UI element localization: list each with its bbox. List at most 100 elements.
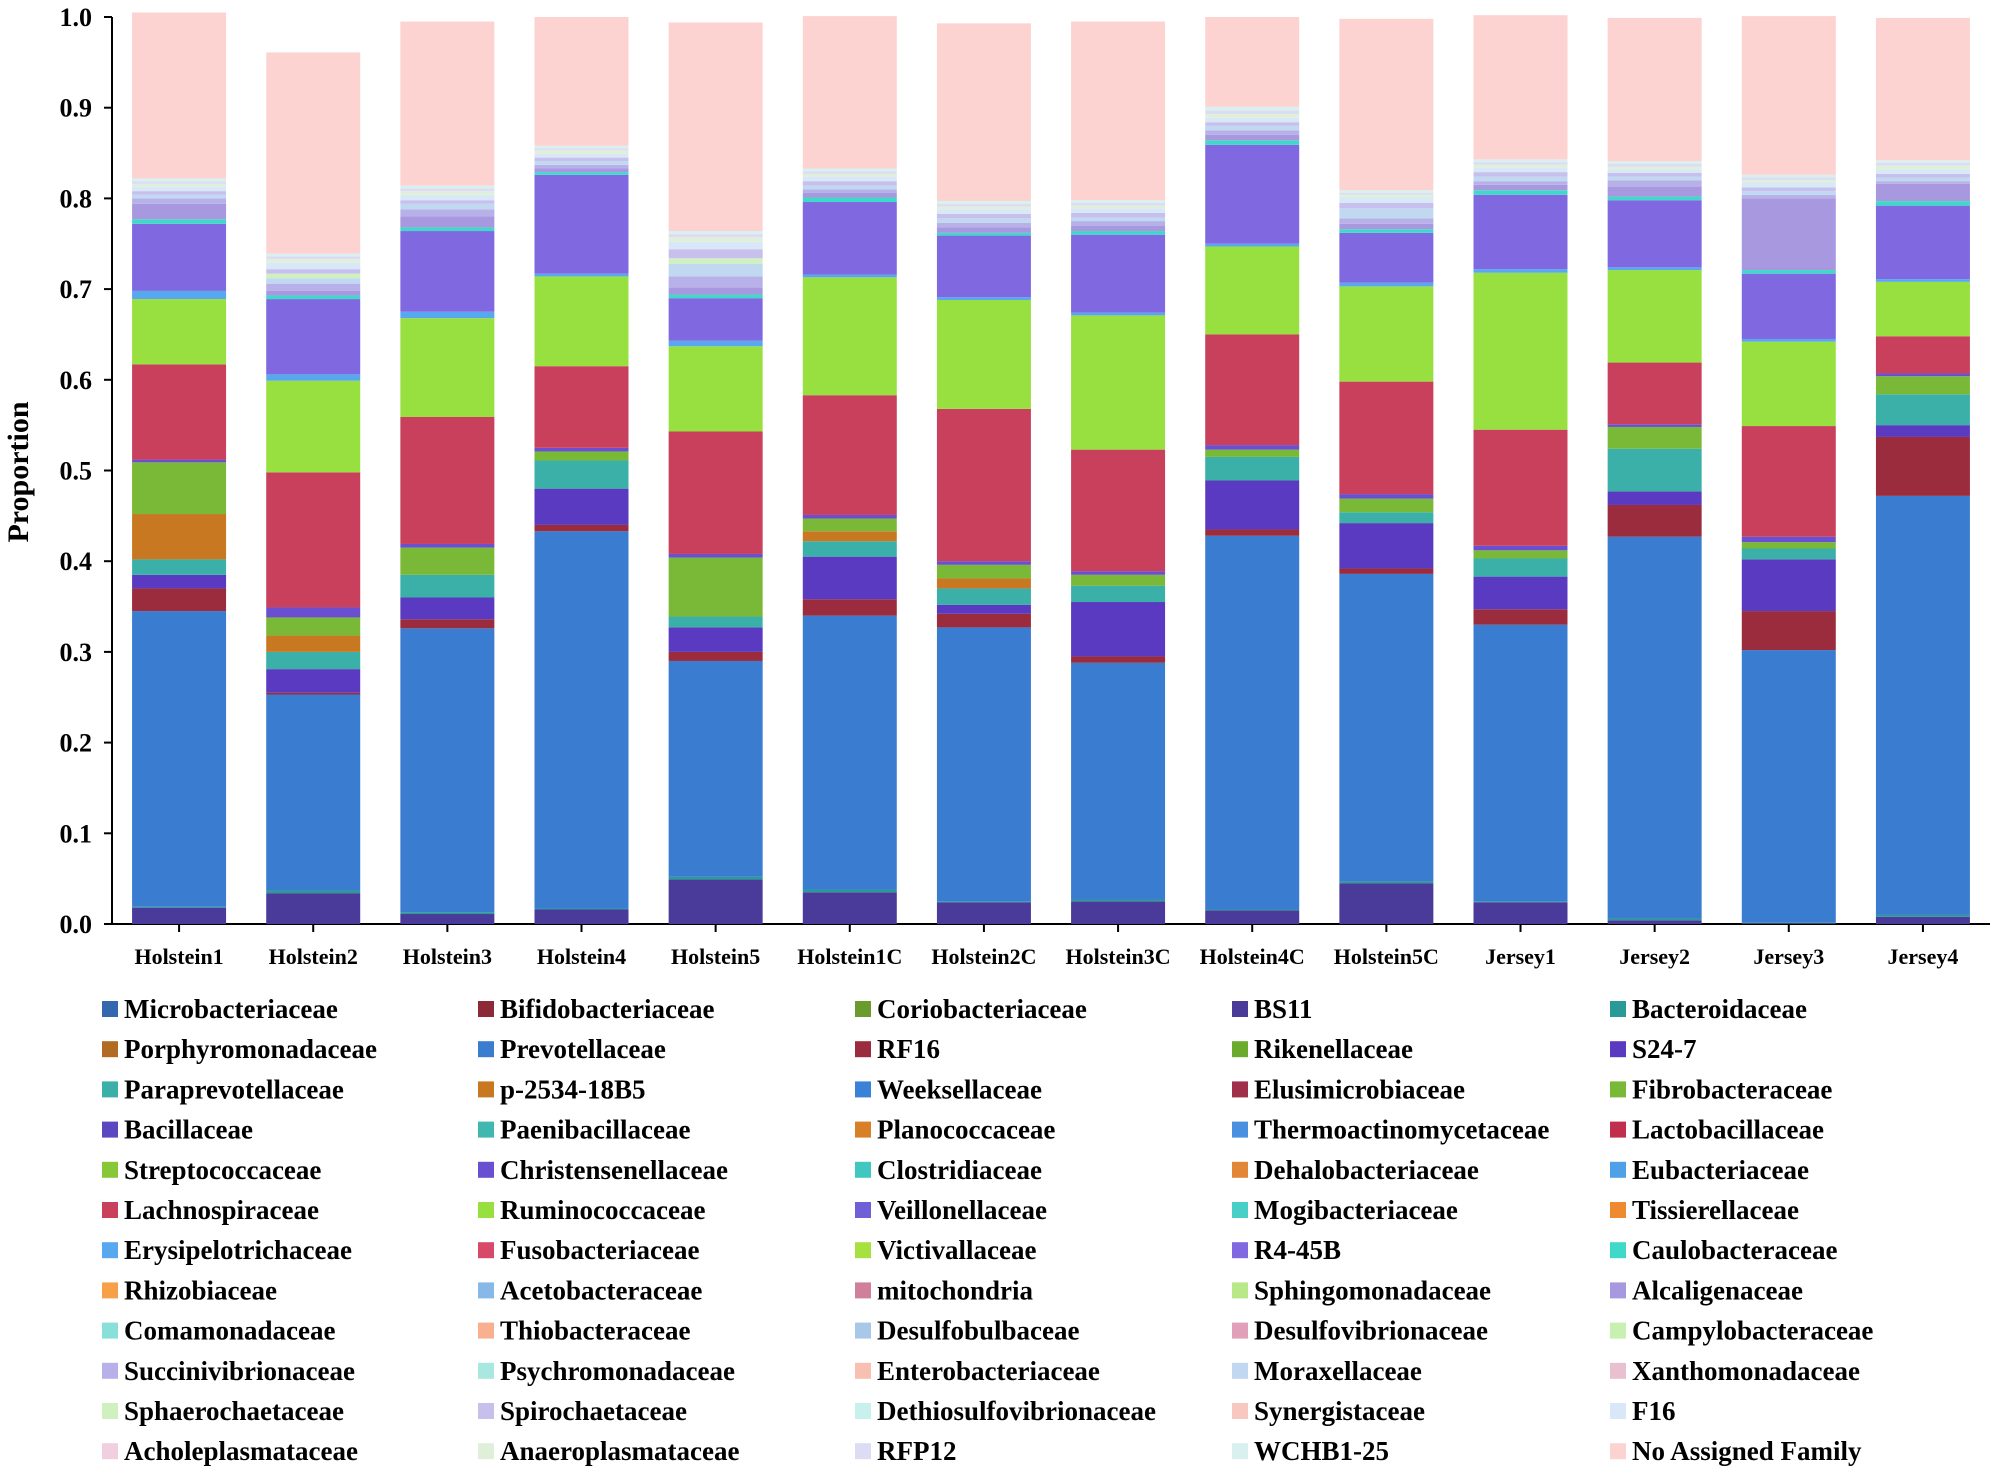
bar-segment <box>668 876 763 880</box>
bar-segment <box>1875 163 1970 166</box>
legend-label: Lactobacillaceae <box>1632 1115 1824 1145</box>
bar-segment <box>1473 272 1568 430</box>
bar-segment <box>400 318 495 417</box>
bar-segment <box>802 889 897 893</box>
bar-segment <box>668 616 763 628</box>
legend-label: Porphyromonadaceae <box>124 1034 377 1064</box>
bar-segment <box>668 287 763 295</box>
legend-label: Mogibacteriaceae <box>1254 1195 1458 1225</box>
bar-segment <box>1071 899 1166 902</box>
bar-segment <box>1071 585 1166 603</box>
legend-swatch <box>1232 1121 1248 1138</box>
legend-item: Enterobacteriaceae <box>855 1356 1100 1386</box>
legend-label: Fusobacteriaceae <box>500 1235 699 1265</box>
legend-label: Weeksellaceae <box>877 1074 1042 1104</box>
bar-Holstein2 <box>266 52 361 924</box>
bar-segment <box>266 669 361 693</box>
bar-segment <box>1205 334 1300 446</box>
legend-item: Streptococcaceae <box>102 1155 321 1185</box>
bar-segment <box>534 174 629 274</box>
bar-segment <box>400 216 495 228</box>
bar-segment <box>802 277 897 396</box>
bar-segment <box>132 559 227 575</box>
bar-segment <box>936 201 1031 204</box>
bar-segment <box>266 374 361 381</box>
bar-segment <box>936 561 1031 565</box>
plot-area: 0.0 0.1 0.2 0.3 0.4 0.5 0.6 0.7 0.8 0.9 1.0 Holstei… <box>60 3 1990 969</box>
legend-item: Sphingomonadaceae <box>1232 1275 1491 1305</box>
bar-segment <box>1875 436 1970 496</box>
bar-segment <box>1607 536 1702 919</box>
legend-label: Lachnospiraceae <box>124 1195 319 1225</box>
bar-segment <box>668 553 763 558</box>
bar-segment <box>1875 373 1970 377</box>
legend-swatch <box>102 1403 118 1419</box>
x-tick-label: Holstein4 <box>537 944 626 969</box>
legend-label: Eubacteriaceae <box>1632 1155 1809 1185</box>
legend-swatch <box>855 1001 871 1017</box>
bar-segment <box>936 604 1031 614</box>
bar-segment <box>1205 445 1300 450</box>
legend-item: Lachnospiraceae <box>102 1195 319 1225</box>
legend-swatch <box>1232 1443 1248 1460</box>
legend-label: Caulobacteraceae <box>1632 1235 1837 1265</box>
y-tick-label: 0.1 <box>60 819 93 848</box>
bar-Jersey2 <box>1607 17 1702 924</box>
bar-Jersey3 <box>1741 16 1836 924</box>
bar-segment <box>1875 281 1970 337</box>
legend-label: Thiobacteraceae <box>500 1316 690 1346</box>
bar-segment <box>1071 21 1166 201</box>
bar-segment <box>936 235 1031 298</box>
bar-segment <box>1205 134 1300 141</box>
x-tick-label: Holstein1 <box>134 944 223 969</box>
bar-segment <box>534 161 629 165</box>
bar-segment <box>1741 923 1836 924</box>
bar-segment <box>400 543 495 548</box>
bar-segment <box>1205 535 1300 910</box>
bar-segment <box>132 178 227 182</box>
legend-label: Synergistaceae <box>1254 1396 1425 1426</box>
legend-item: Anaeroplasmataceae <box>478 1436 739 1466</box>
legend-item: Bacillaceae <box>102 1115 253 1145</box>
bar-segment <box>1205 140 1300 145</box>
legend-label: Bacillaceae <box>124 1115 253 1145</box>
y-tick-label: 0.9 <box>60 94 93 123</box>
bar-segment <box>936 227 1031 233</box>
bar-segment <box>802 518 897 532</box>
legend-item: Paenibacillaceae <box>478 1115 690 1145</box>
bar-segment <box>266 283 361 291</box>
legend-item: Acholeplasmataceae <box>102 1436 358 1466</box>
bar-segment <box>668 346 763 432</box>
bar-segment <box>1339 208 1434 219</box>
bar-segment <box>534 524 629 532</box>
bar-segment <box>266 694 361 891</box>
bar-segment <box>132 364 227 460</box>
legend-label: Xanthomonadaceae <box>1632 1356 1860 1386</box>
bar-segment <box>1875 425 1970 437</box>
bar-segment <box>1875 916 1970 924</box>
legend-swatch <box>1610 1242 1626 1259</box>
legend-label: Tissierellaceae <box>1632 1195 1799 1225</box>
legend-item: Moraxellaceae <box>1232 1356 1422 1386</box>
bar-segment <box>400 547 495 575</box>
legend-item: Prevotellaceae <box>478 1034 666 1064</box>
bar-segment <box>266 290 361 296</box>
bar-segment <box>534 908 629 910</box>
bar-segment <box>266 269 361 274</box>
bar-segment <box>400 191 495 195</box>
legend-swatch <box>855 1081 871 1098</box>
bar-segment <box>534 164 629 169</box>
bar-segment <box>1741 187 1836 192</box>
bar-segment <box>400 200 495 204</box>
bar-segment <box>1071 231 1166 235</box>
bar-segment <box>266 651 361 670</box>
legend-item: Comamonadaceae <box>102 1316 335 1346</box>
bar-segment <box>1205 106 1300 111</box>
bar-segment <box>802 168 897 172</box>
legend-label: Planococcaceae <box>877 1115 1055 1145</box>
legend-swatch <box>478 1322 494 1339</box>
bar-segment <box>1607 267 1702 271</box>
bar-segment <box>1473 269 1568 273</box>
bar-segment <box>534 451 629 461</box>
bar-segment <box>400 574 495 598</box>
